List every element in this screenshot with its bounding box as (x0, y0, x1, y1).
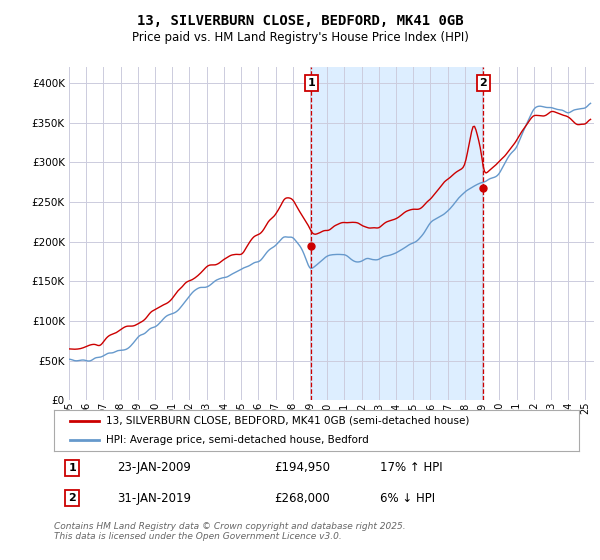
Text: HPI: Average price, semi-detached house, Bedford: HPI: Average price, semi-detached house,… (107, 435, 369, 445)
Text: 13, SILVERBURN CLOSE, BEDFORD, MK41 0GB: 13, SILVERBURN CLOSE, BEDFORD, MK41 0GB (137, 14, 463, 28)
Text: 31-JAN-2019: 31-JAN-2019 (117, 492, 191, 505)
Text: 2: 2 (479, 78, 487, 88)
Text: 17% ↑ HPI: 17% ↑ HPI (380, 461, 442, 474)
Text: 23-JAN-2009: 23-JAN-2009 (117, 461, 191, 474)
Text: 6% ↓ HPI: 6% ↓ HPI (380, 492, 434, 505)
Text: Contains HM Land Registry data © Crown copyright and database right 2025.
This d: Contains HM Land Registry data © Crown c… (54, 522, 406, 542)
Text: 1: 1 (307, 78, 315, 88)
Bar (311, 67, 484, 400)
Text: 1: 1 (68, 463, 76, 473)
Text: 2: 2 (68, 493, 76, 503)
Text: 13, SILVERBURN CLOSE, BEDFORD, MK41 0GB (semi-detached house): 13, SILVERBURN CLOSE, BEDFORD, MK41 0GB … (107, 416, 470, 426)
Text: £268,000: £268,000 (275, 492, 330, 505)
Text: Price paid vs. HM Land Registry's House Price Index (HPI): Price paid vs. HM Land Registry's House … (131, 31, 469, 44)
Text: £194,950: £194,950 (275, 461, 331, 474)
